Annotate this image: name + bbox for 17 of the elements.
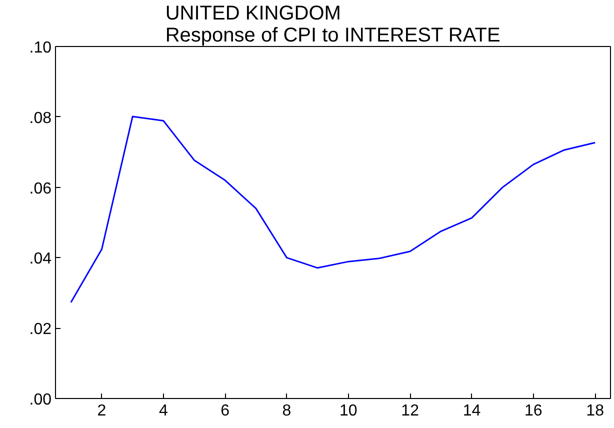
y-tick-label: .08	[29, 110, 52, 127]
y-tick-label: .00	[29, 392, 52, 408]
line-series	[70, 116, 596, 304]
x-tick-label: 10	[340, 402, 358, 420]
x-tick-label: 8	[282, 402, 292, 420]
x-tick-label: 16	[524, 402, 542, 420]
y-tick-label: .10	[29, 40, 52, 56]
chart-title: UNITED KINGDOM Response of CPI to INTEREST RATE	[165, 2, 500, 46]
x-tick-label: 4	[158, 402, 168, 420]
y-tick-label: .02	[29, 321, 52, 338]
y-tick-label: .04	[29, 250, 52, 268]
x-tick-label: 2	[97, 402, 106, 420]
x-tick-label: 14	[462, 402, 481, 420]
x-tick-label: 18	[586, 402, 604, 420]
x-tick-label: 12	[401, 402, 420, 420]
x-tick-label: 6	[220, 402, 230, 420]
y-tick-label: .06	[29, 180, 52, 198]
